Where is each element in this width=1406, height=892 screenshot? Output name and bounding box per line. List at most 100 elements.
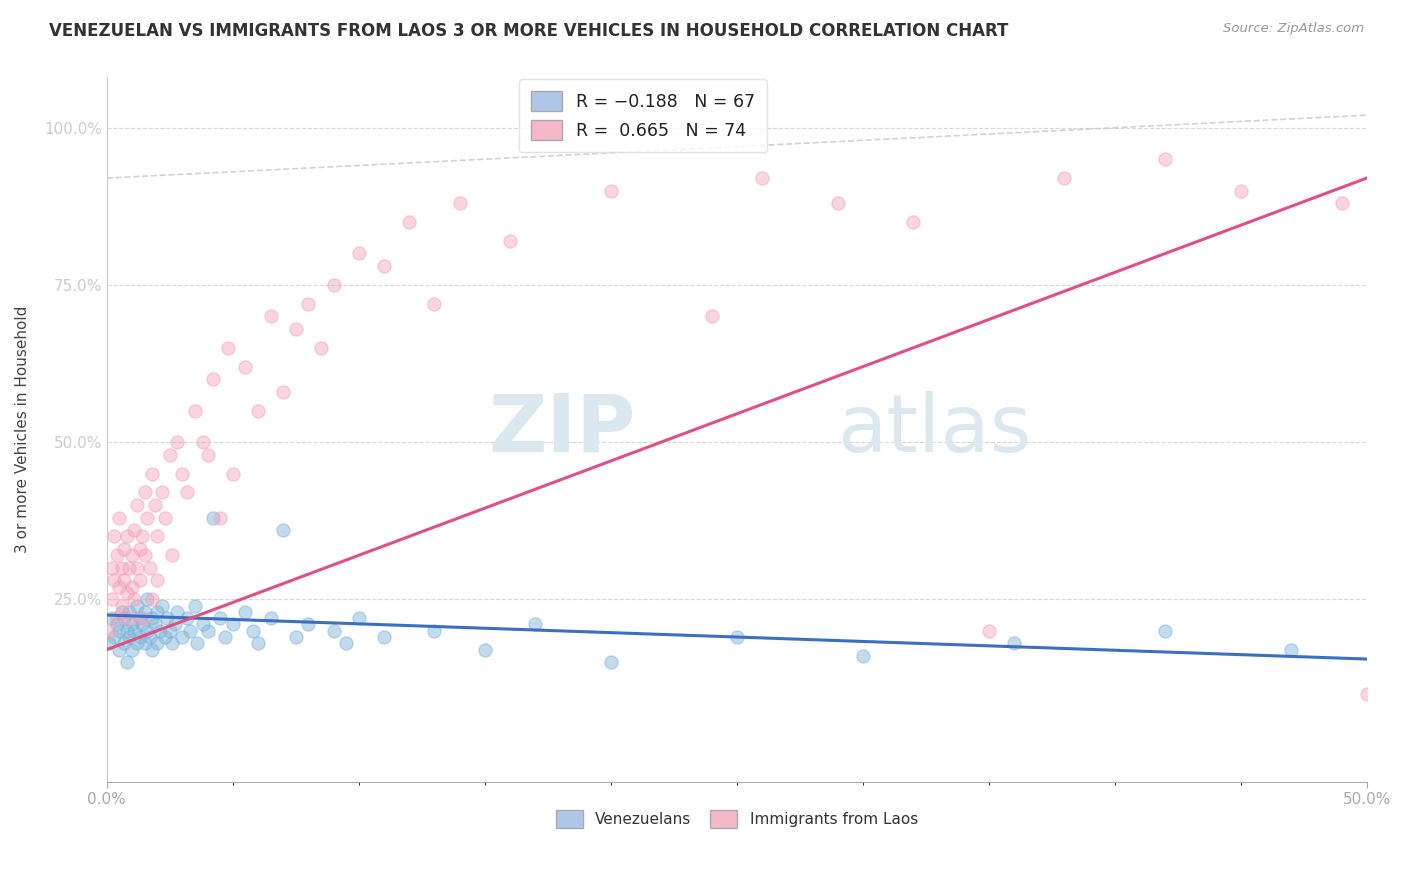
Point — [141, 642, 163, 657]
Point — [1330, 196, 1353, 211]
Point — [115, 624, 138, 638]
Point — [105, 549, 128, 563]
Point — [222, 617, 245, 632]
Point — [235, 605, 257, 619]
Point — [271, 523, 294, 537]
Point — [284, 630, 307, 644]
Point — [373, 630, 395, 644]
Point — [115, 655, 138, 669]
Point — [112, 636, 135, 650]
Point — [166, 435, 188, 450]
Point — [423, 624, 446, 638]
Point — [141, 467, 163, 481]
Point — [1002, 636, 1025, 650]
Point — [217, 341, 239, 355]
Point — [309, 341, 332, 355]
Point — [474, 642, 496, 657]
Point — [112, 611, 135, 625]
Point — [191, 435, 214, 450]
Point — [347, 246, 370, 260]
Text: Source: ZipAtlas.com: Source: ZipAtlas.com — [1223, 22, 1364, 36]
Point — [121, 642, 143, 657]
Point — [172, 630, 194, 644]
Point — [201, 372, 224, 386]
Point — [150, 599, 173, 613]
Point — [118, 611, 141, 625]
Text: atlas: atlas — [838, 391, 1032, 468]
Point — [347, 611, 370, 625]
Point — [524, 617, 547, 632]
Point — [398, 215, 420, 229]
Point — [118, 561, 141, 575]
Point — [125, 561, 148, 575]
Point — [136, 592, 159, 607]
Point — [146, 605, 169, 619]
Point — [112, 574, 135, 588]
Point — [901, 215, 924, 229]
Point — [131, 617, 153, 632]
Y-axis label: 3 or more Vehicles in Household: 3 or more Vehicles in Household — [15, 306, 30, 553]
Point — [128, 630, 150, 644]
Point — [108, 510, 131, 524]
Point — [162, 636, 184, 650]
Point — [103, 529, 125, 543]
Point — [125, 498, 148, 512]
Point — [259, 611, 281, 625]
Point — [179, 624, 201, 638]
Point — [153, 630, 176, 644]
Point — [108, 642, 131, 657]
Point — [827, 196, 849, 211]
Point — [143, 617, 166, 632]
Point — [499, 234, 522, 248]
Point — [115, 529, 138, 543]
Point — [143, 498, 166, 512]
Point — [153, 510, 176, 524]
Point — [1154, 152, 1177, 166]
Point — [201, 510, 224, 524]
Point — [209, 510, 232, 524]
Point — [134, 485, 156, 500]
Point — [141, 611, 163, 625]
Point — [124, 523, 146, 537]
Point — [977, 624, 1000, 638]
Point — [98, 624, 121, 638]
Point — [146, 636, 169, 650]
Point — [271, 384, 294, 399]
Point — [449, 196, 471, 211]
Point — [141, 592, 163, 607]
Point — [125, 636, 148, 650]
Point — [101, 611, 124, 625]
Point — [1279, 642, 1302, 657]
Point — [235, 359, 257, 374]
Text: VENEZUELAN VS IMMIGRANTS FROM LAOS 3 OR MORE VEHICLES IN HOUSEHOLD CORRELATION C: VENEZUELAN VS IMMIGRANTS FROM LAOS 3 OR … — [49, 22, 1008, 40]
Point — [101, 592, 124, 607]
Point — [128, 611, 150, 625]
Point — [162, 549, 184, 563]
Point — [124, 624, 146, 638]
Point — [373, 259, 395, 273]
Point — [101, 561, 124, 575]
Point — [111, 599, 134, 613]
Point — [852, 648, 875, 663]
Point — [322, 624, 344, 638]
Point — [166, 605, 188, 619]
Point — [214, 630, 236, 644]
Point — [105, 611, 128, 625]
Point — [197, 448, 219, 462]
Point — [136, 510, 159, 524]
Point — [186, 636, 208, 650]
Point — [1053, 171, 1076, 186]
Point — [176, 611, 198, 625]
Legend: Venezuelans, Immigrants from Laos: Venezuelans, Immigrants from Laos — [550, 804, 924, 834]
Point — [103, 574, 125, 588]
Point — [128, 541, 150, 556]
Point — [134, 636, 156, 650]
Point — [297, 617, 319, 632]
Point — [112, 541, 135, 556]
Point — [1230, 184, 1253, 198]
Point — [700, 310, 723, 324]
Point — [242, 624, 264, 638]
Point — [222, 467, 245, 481]
Point — [184, 599, 207, 613]
Point — [125, 599, 148, 613]
